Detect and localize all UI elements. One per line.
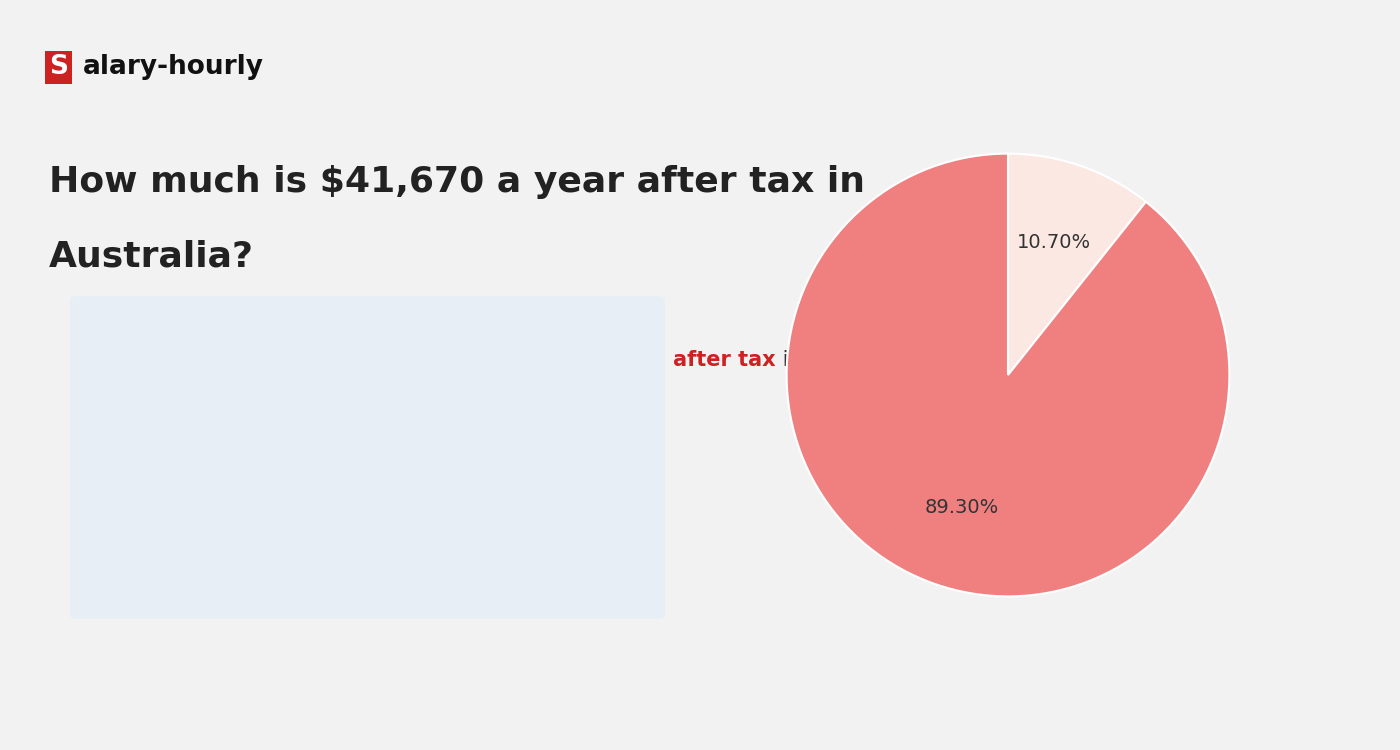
Text: •  Take-home pay: $37,211: • Take-home pay: $37,211 <box>129 558 392 578</box>
Text: alary-hourly: alary-hourly <box>83 55 263 80</box>
Text: Australia for a resident.: Australia for a resident. <box>112 407 357 427</box>
Text: in: in <box>776 350 802 370</box>
Text: Australia?: Australia? <box>49 240 253 274</box>
Text: A Yearly salary of $41,670 is approximately: A Yearly salary of $41,670 is approximat… <box>112 350 571 370</box>
Text: S: S <box>49 55 69 80</box>
Text: 10.70%: 10.70% <box>1018 233 1092 252</box>
Text: How much is $41,670 a year after tax in: How much is $41,670 a year after tax in <box>49 165 865 199</box>
Wedge shape <box>1008 154 1145 375</box>
Text: •  Income Tax: $4,459: • Income Tax: $4,459 <box>129 514 344 533</box>
Wedge shape <box>787 154 1229 596</box>
Text: 89.30%: 89.30% <box>924 498 998 517</box>
Text: •  Gross pay: $41,670: • Gross pay: $41,670 <box>129 470 342 489</box>
Text: $37,211 after tax: $37,211 after tax <box>571 350 776 370</box>
